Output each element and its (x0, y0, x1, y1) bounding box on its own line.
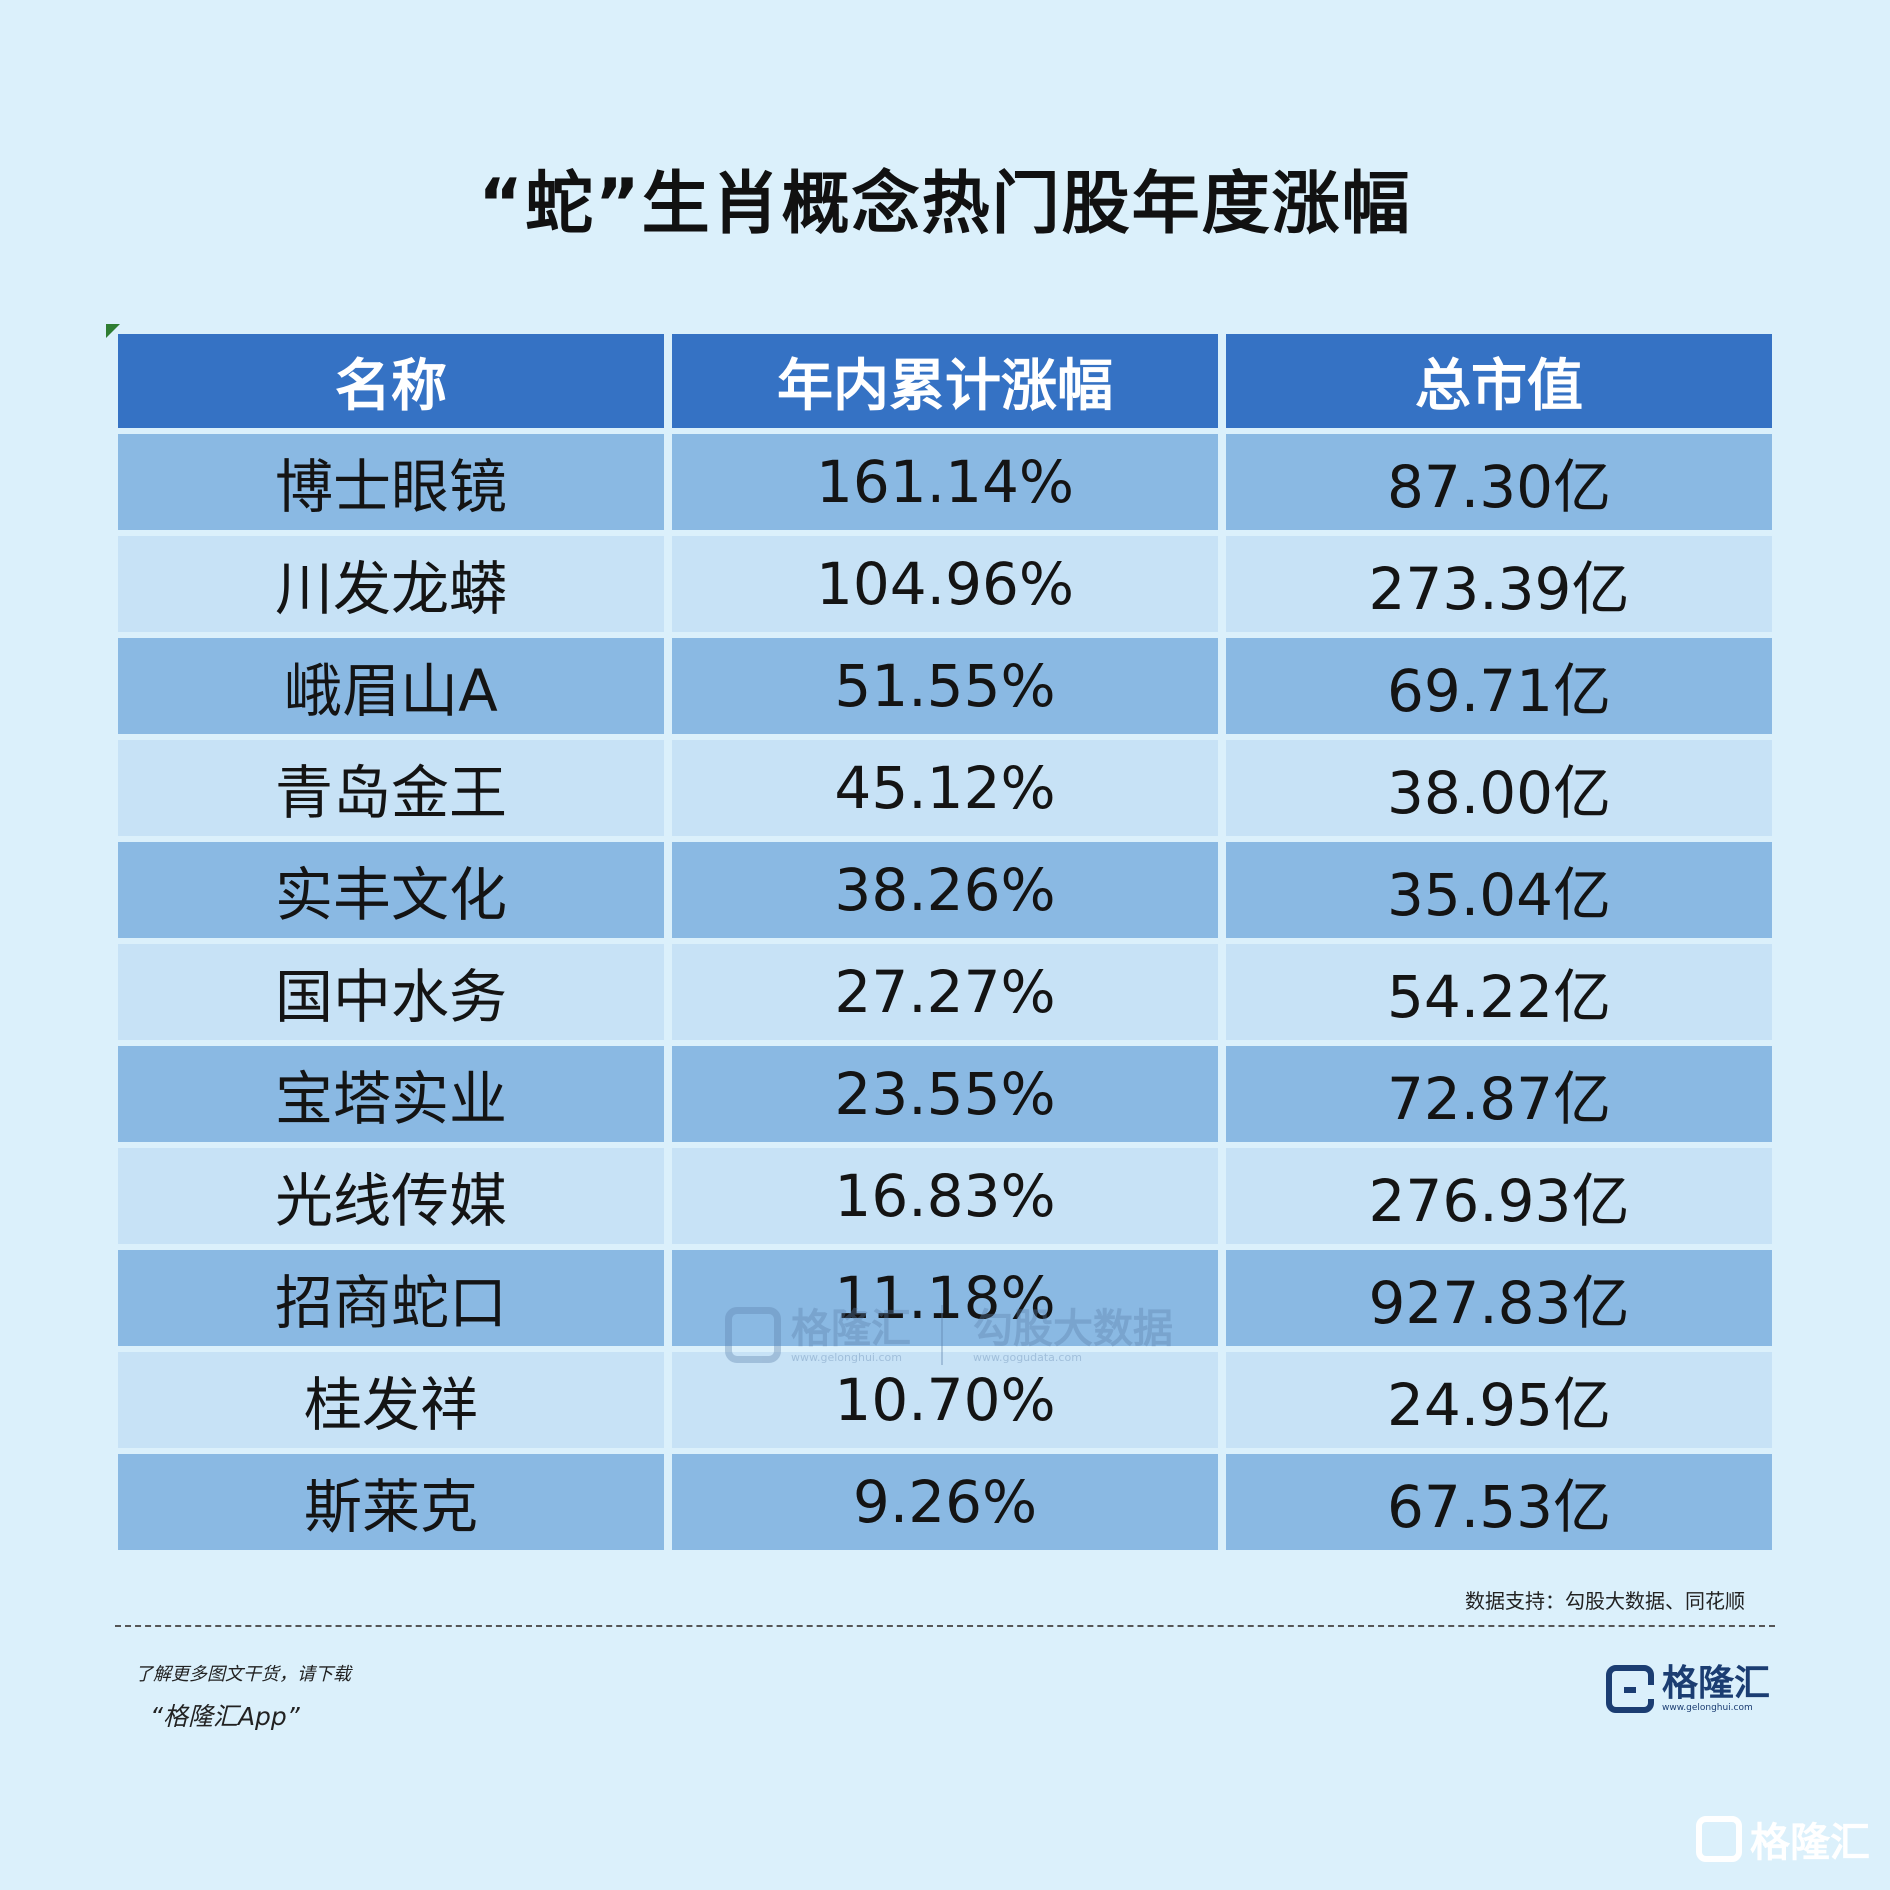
cell-name: 桂发祥 (118, 1352, 664, 1448)
logo-url: www.gelonghui.com (1661, 1703, 1753, 1713)
promo-app-name: “格隆汇App” (150, 1702, 300, 1731)
logo-name: 格隆汇 (1661, 1663, 1770, 1704)
cell-market-cap: 87.30亿 (1226, 434, 1772, 530)
watermark-separator (941, 1305, 943, 1365)
table-row: 实丰文化 38.26% 35.04亿 (118, 842, 1772, 938)
cell-ytd-gain: 104.96% (672, 536, 1218, 632)
watermark-brand1: 格隆汇 (791, 1305, 911, 1352)
cell-name: 宝塔实业 (118, 1046, 664, 1142)
cell-ytd-gain: 9.26% (672, 1454, 1218, 1550)
cell-name: 川发龙蟒 (118, 536, 664, 632)
dashed-divider (115, 1625, 1775, 1627)
corner-g-logo-icon (1696, 1816, 1742, 1862)
cell-name: 国中水务 (118, 944, 664, 1040)
cell-market-cap: 273.39亿 (1226, 536, 1772, 632)
cell-ytd-gain: 23.55% (672, 1046, 1218, 1142)
cell-ytd-gain: 10.70% (672, 1352, 1218, 1448)
cell-name: 青岛金王 (118, 740, 664, 836)
cell-name: 实丰文化 (118, 842, 664, 938)
watermark: 格隆汇 www.gelonghui.com 勾股大数据 www.gogudata… (725, 1305, 1203, 1365)
cell-name: 博士眼镜 (118, 434, 664, 530)
cell-name: 斯莱克 (118, 1454, 664, 1550)
chart-title: “蛇”生肖概念热门股年度涨幅 (478, 165, 1412, 244)
cell-ytd-gain: 51.55% (672, 638, 1218, 734)
corner-logo-name: 格隆汇 (1750, 1820, 1870, 1866)
corner-watermark-logo: 格隆汇 (1696, 1810, 1870, 1868)
cell-market-cap: 24.95亿 (1226, 1352, 1772, 1448)
table-row: 国中水务 27.27% 54.22亿 (118, 944, 1772, 1040)
table-row: 青岛金王 45.12% 38.00亿 (118, 740, 1772, 836)
watermark-brand2-url: www.gogudata.com (973, 1350, 1082, 1364)
promo-text: 了解更多图文干货，请下载 (135, 1664, 351, 1685)
cell-ytd-gain: 161.14% (672, 434, 1218, 530)
cell-name: 光线传媒 (118, 1148, 664, 1244)
table-row: 宝塔实业 23.55% 72.87亿 (118, 1046, 1772, 1142)
table-row: 招商蛇口 11.18% 927.83亿 (118, 1250, 1772, 1346)
cell-market-cap: 67.53亿 (1226, 1454, 1772, 1550)
cell-market-cap: 69.71亿 (1226, 638, 1772, 734)
cell-market-cap: 927.83亿 (1226, 1250, 1772, 1346)
cell-name: 招商蛇口 (118, 1250, 664, 1346)
watermark-brand1-url: www.gelonghui.com (791, 1350, 902, 1364)
table-row: 峨眉山A 51.55% 69.71亿 (118, 638, 1772, 734)
cell-name: 峨眉山A (118, 638, 664, 734)
column-header-name: 名称 (118, 334, 664, 428)
table-row: 桂发祥 10.70% 24.95亿 (118, 1352, 1772, 1448)
cell-market-cap: 54.22亿 (1226, 944, 1772, 1040)
cell-ytd-gain: 16.83% (672, 1148, 1218, 1244)
table-row: 光线传媒 16.83% 276.93亿 (118, 1148, 1772, 1244)
table-header-row: 名称 年内累计涨幅 总市值 (118, 334, 1772, 428)
brand-logo: 格隆汇 www.gelonghui.com (1605, 1663, 1770, 1713)
cell-ytd-gain: 38.26% (672, 842, 1218, 938)
watermark-g-logo-icon (725, 1307, 781, 1363)
g-logo-icon (1605, 1665, 1654, 1713)
cell-ytd-gain: 27.27% (672, 944, 1218, 1040)
cell-market-cap: 35.04亿 (1226, 842, 1772, 938)
cell-market-cap: 72.87亿 (1226, 1046, 1772, 1142)
cell-ytd-gain: 45.12% (672, 740, 1218, 836)
corner-marker (106, 324, 120, 338)
table-row: 斯莱克 9.26% 67.53亿 (118, 1454, 1772, 1550)
table-body: 博士眼镜 161.14% 87.30亿 川发龙蟒 104.96% 273.39亿 峨眉山A 5… (118, 434, 1772, 1550)
column-header-ytd-gain: 年内累计涨幅 (672, 334, 1218, 428)
cell-ytd-gain: 11.18% (672, 1250, 1218, 1346)
data-table-container: 名称 年内累计涨幅 总市值 博士眼镜 161.14% 87.30亿 川发龙蟒 104.9… (106, 324, 1780, 1556)
cell-market-cap: 276.93亿 (1226, 1148, 1772, 1244)
column-header-market-cap: 总市值 (1226, 334, 1772, 428)
data-source-note: 数据支持：勾股大数据、同花顺 (1465, 1589, 1745, 1613)
table-row: 川发龙蟒 104.96% 273.39亿 (118, 536, 1772, 632)
watermark-brand2: 勾股大数据 (973, 1305, 1173, 1352)
data-table: 名称 年内累计涨幅 总市值 博士眼镜 161.14% 87.30亿 川发龙蟒 104.9… (110, 328, 1780, 1556)
table-row: 博士眼镜 161.14% 87.30亿 (118, 434, 1772, 530)
cell-market-cap: 38.00亿 (1226, 740, 1772, 836)
